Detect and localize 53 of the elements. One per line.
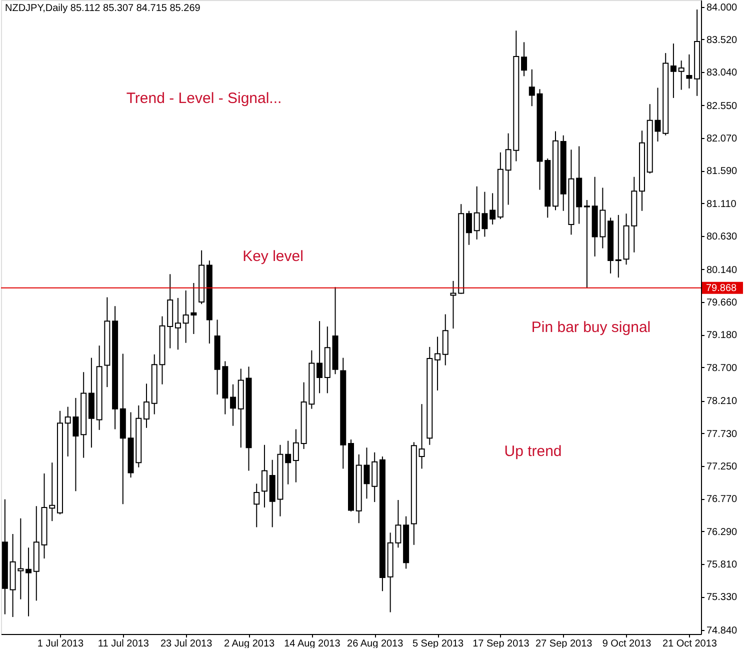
y-tick-label: 78.210 [706,396,738,408]
candlestick [254,483,260,528]
y-tick-label: 79.660 [706,298,738,309]
x-tick-label: 11 Jul 2013 [98,638,150,650]
annotation: Up trend [504,443,562,460]
y-tick-label: 81.590 [706,166,738,178]
chart-title: NZDJPY,Daily 85.112 85.307 84.715 85.269 [5,3,201,14]
candlestick [442,314,448,366]
y-tick-label: 76.290 [706,526,738,538]
y-tick-label: 80.630 [706,232,738,243]
y-tick-label: 83.040 [706,68,738,79]
y-tick-label: 84.000 [706,2,738,14]
y-tick-label: 77.730 [706,428,738,440]
candlestick [521,42,528,77]
candlestick [316,320,323,394]
candlestick [466,210,472,246]
x-tick-label: 1 Jul 2013 [37,638,84,650]
candlestick [490,192,496,225]
y-tick-label: 82.550 [706,100,738,112]
y-tick-label: 77.250 [706,461,738,472]
candlestick [678,60,684,90]
candlestick [434,336,441,391]
candlestick [174,297,181,350]
candlestick [261,444,268,508]
y-tick-label: 75.330 [706,592,738,604]
annotation: Key level [242,248,304,265]
candlestick [584,199,590,288]
y-tick-label: 80.140 [706,264,738,276]
annotation: Trend - Level - Signal... [126,90,282,107]
candlestick [144,383,150,428]
candlestick [615,214,622,278]
y-tick-label: 75.810 [706,559,738,570]
y-tick-label: 74.840 [706,625,738,636]
candlestick [26,547,32,617]
annotation: Pin bar buy signal [531,319,651,336]
x-tick-label: 21 Oct 2013 [662,638,718,650]
candlestick [686,54,692,89]
x-tick-label: 23 Jul 2013 [160,638,213,650]
candlestick [285,440,292,485]
candlestick [670,43,676,98]
x-tick-label: 9 Oct 2013 [602,638,652,650]
candlestick [528,68,535,107]
ref-line-label: 79.868 [706,282,738,294]
candlestick [418,404,425,470]
y-tick-label: 78.700 [706,362,738,374]
candlestick [292,428,299,483]
candlestick [450,280,456,330]
y-tick-label: 79.180 [706,330,738,342]
y-tick-label: 83.520 [706,34,738,46]
y-tick-label: 81.110 [706,198,737,210]
y-tick-label: 82.070 [706,134,738,145]
candlestick [230,384,236,426]
y-tick-label: 76.770 [706,494,738,506]
